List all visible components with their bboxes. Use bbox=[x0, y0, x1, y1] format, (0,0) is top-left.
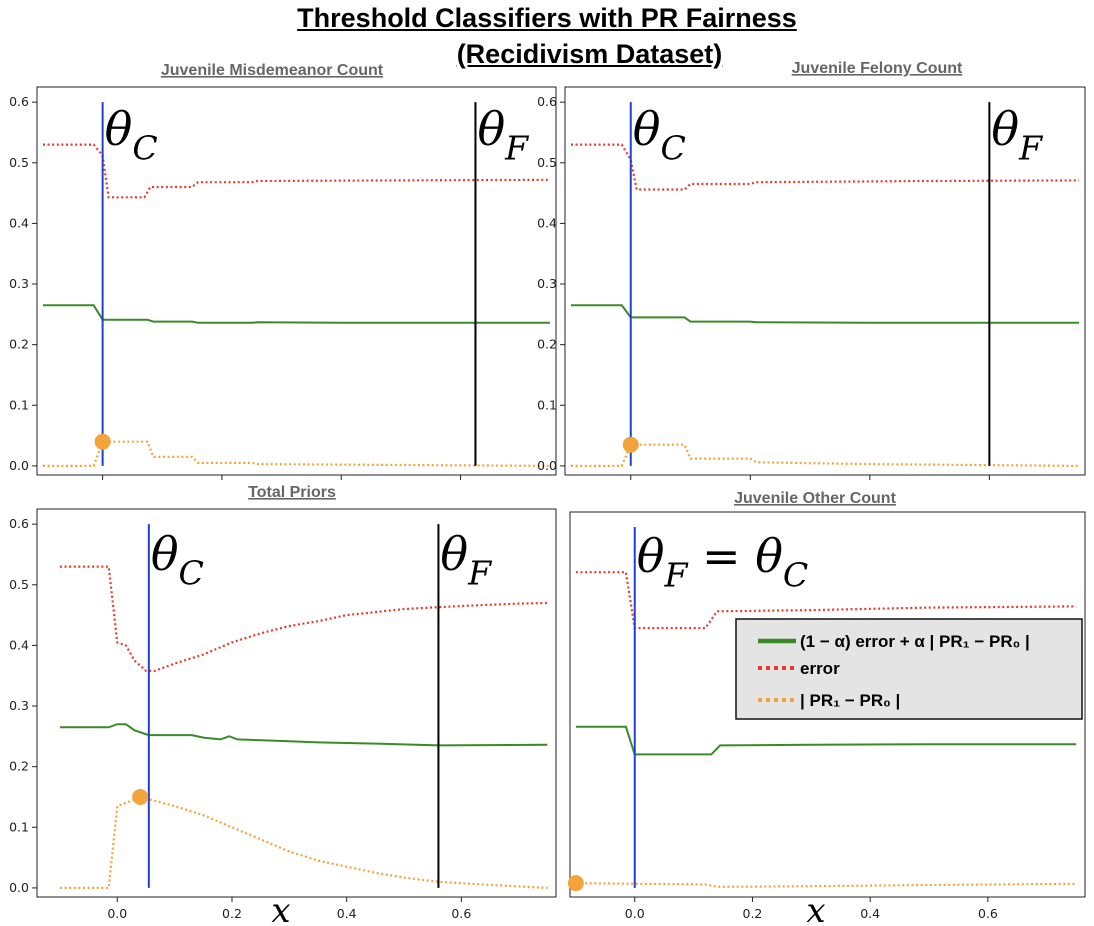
combined-objective-line bbox=[59, 723, 548, 747]
y-tick-label: 0.0 bbox=[9, 458, 29, 473]
y-tick-label: 0.3 bbox=[9, 698, 29, 713]
combined-objective-line bbox=[575, 725, 1077, 756]
axes-frame bbox=[564, 86, 1086, 476]
y-tick-label: 0.2 bbox=[9, 759, 29, 774]
y-tick-label: 0.3 bbox=[537, 276, 557, 291]
x-tick-label: 0.2 bbox=[222, 906, 242, 921]
y-tick-label: 0.2 bbox=[9, 337, 29, 352]
error-line bbox=[43, 143, 551, 199]
theta-c-label: θC bbox=[105, 102, 158, 168]
theta-c-label: θC bbox=[151, 527, 204, 593]
x-axis-label: x bbox=[271, 891, 290, 926]
y-tick-label: 0.5 bbox=[537, 155, 557, 170]
theta-f-label: θF bbox=[477, 102, 529, 168]
y-tick-label: 0.4 bbox=[9, 637, 29, 652]
y-tick-label: 0.0 bbox=[537, 458, 557, 473]
optimum-marker bbox=[567, 875, 584, 892]
axes-frame bbox=[36, 86, 557, 476]
chart-panel-4: Juvenile Other Count 0.0 0.2 0.4 0.6 θF = θC bbox=[567, 490, 1086, 921]
optimum-marker bbox=[94, 433, 111, 450]
y-tick-label: 0.6 bbox=[9, 94, 29, 109]
y-tick-label: 0.5 bbox=[9, 577, 29, 592]
figure-title-line1: Threshold Classifiers with PR Fairness bbox=[297, 3, 797, 33]
x-tick-label: 0.0 bbox=[625, 906, 645, 921]
y-tick-label: 0.2 bbox=[537, 337, 557, 352]
y-tick-label: 0.0 bbox=[9, 880, 29, 895]
theta-c-label: θF = θC bbox=[637, 529, 809, 595]
pr-gap-line bbox=[59, 795, 548, 889]
y-tick-label: 0.6 bbox=[537, 94, 557, 109]
x-tick-label: 0.4 bbox=[337, 906, 357, 921]
y-tick-label: 0.1 bbox=[537, 397, 557, 412]
x-axis-label: x bbox=[806, 891, 825, 926]
panel-title: Total Priors bbox=[248, 484, 336, 501]
x-tick-label: 0.0 bbox=[107, 906, 127, 921]
panel-title: Juvenile Felony Count bbox=[792, 60, 963, 77]
x-tick-label: 0.4 bbox=[860, 906, 880, 921]
optimum-marker bbox=[132, 788, 149, 805]
legend: (1 − α) error + α | PR₁ − PR₀ | error | PR… bbox=[735, 618, 1083, 720]
y-tick-label: 0.4 bbox=[9, 215, 29, 230]
chart-panel-3: Total Priors 0.0 0.1 0.2 0.3 0.4 0.5 0.6 0.0 0.2 0… bbox=[9, 484, 557, 921]
chart-panel-1: Juvenile Misdemeanor Count 0.0 0.1 0.2 0.3 0.… bbox=[9, 62, 557, 480]
pr-gap-line bbox=[575, 882, 1077, 888]
y-tick-label: 0.6 bbox=[9, 516, 29, 531]
legend-label: | PR₁ − PR₀ | bbox=[800, 691, 900, 710]
x-tick-label: 0.6 bbox=[978, 906, 998, 921]
optimum-marker bbox=[622, 436, 639, 453]
theta-c-label: θC bbox=[633, 102, 686, 168]
error-line bbox=[59, 565, 548, 672]
combined-objective-line bbox=[43, 304, 550, 324]
theta-f-label: θF bbox=[991, 102, 1043, 168]
panel-title: Juvenile Misdemeanor Count bbox=[161, 62, 384, 79]
figure-title: Threshold Classifiers with PR Fairness (… bbox=[0, 0, 1094, 72]
chart-panel-2: Juvenile Felony Count 0.0 0.1 0.2 0.3 0.4 0.5 0… bbox=[537, 60, 1086, 480]
combined-objective-line bbox=[571, 304, 1079, 324]
pr-gap-line bbox=[571, 443, 1080, 467]
axes-frame bbox=[36, 508, 557, 898]
theta-f-label: θF bbox=[440, 527, 492, 593]
figure-title-line2: (Recidivism Dataset) bbox=[456, 39, 723, 69]
legend-label: (1 − α) error + α | PR₁ − PR₀ | bbox=[800, 632, 1030, 651]
legend-label: error bbox=[800, 659, 840, 678]
y-tick-label: 0.5 bbox=[9, 155, 29, 170]
y-tick-label: 0.4 bbox=[537, 215, 557, 230]
panel-title: Juvenile Other Count bbox=[734, 490, 896, 507]
x-tick-label: 0.2 bbox=[743, 906, 763, 921]
y-tick-label: 0.1 bbox=[9, 819, 29, 834]
y-tick-label: 0.3 bbox=[9, 276, 29, 291]
y-tick-label: 0.1 bbox=[9, 397, 29, 412]
pr-gap-line bbox=[43, 440, 551, 467]
x-tick-label: 0.6 bbox=[451, 906, 471, 921]
axes-frame bbox=[569, 511, 1086, 898]
